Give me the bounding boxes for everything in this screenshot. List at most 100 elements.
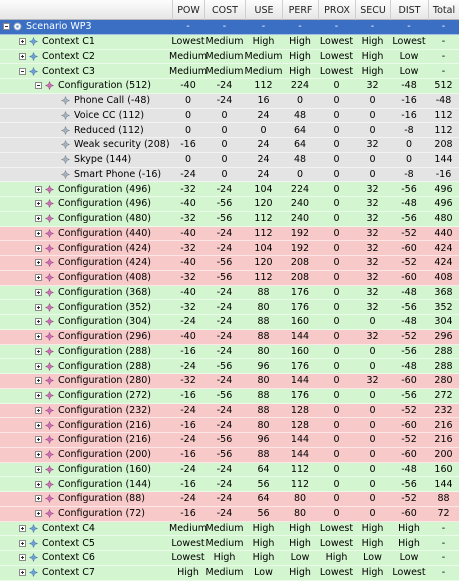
tree-row[interactable]: Configuration (368) -40 -24 88 176 0 32 -48 368: [0, 286, 459, 301]
tree-row[interactable]: Configuration (496) -32 -24 104 224 0 32 -56 496: [0, 182, 459, 197]
expand-plus-icon[interactable]: [35, 466, 42, 473]
tree-row[interactable]: Configuration (232) -24 -24 88 128 0 0 -52 232: [0, 404, 459, 419]
tree-row[interactable]: Scenario WP3 - - - - - - - -: [0, 20, 459, 35]
configuration-icon: [45, 258, 54, 267]
expand-plus-icon[interactable]: [35, 348, 42, 355]
header-cost[interactable]: COST: [204, 0, 245, 20]
expand-plus-icon[interactable]: [19, 569, 26, 576]
header-perf[interactable]: PERF: [282, 0, 318, 20]
tree-row[interactable]: Configuration (424) -40 -56 120 208 0 32 -52 424: [0, 256, 459, 271]
expand-plus-icon[interactable]: [35, 186, 42, 193]
cell-secu: High: [355, 35, 390, 49]
tree-row[interactable]: Configuration (288) -16 -24 80 160 0 0 -56 288: [0, 345, 459, 360]
tree-row[interactable]: Context C2 Medium Medium Medium High Lowest Hi…: [0, 50, 459, 65]
expand-plus-icon[interactable]: [19, 540, 26, 547]
tree-row[interactable]: Configuration (304) -24 -24 88 160 0 0 -48 304: [0, 315, 459, 330]
expand-plus-icon[interactable]: [35, 510, 42, 517]
cell-total: 112: [428, 109, 459, 123]
tree-row[interactable]: Configuration (408) -32 -56 112 208 0 32 -60 408: [0, 271, 459, 286]
cell-perf: 224: [282, 79, 318, 93]
expand-plus-icon[interactable]: [35, 259, 42, 266]
tree-row[interactable]: Configuration (480) -32 -56 112 240 0 32 -56 480: [0, 212, 459, 227]
collapse-minus-icon[interactable]: [3, 23, 10, 30]
cell-secu: 0: [355, 404, 390, 418]
collapse-minus-icon[interactable]: [19, 68, 26, 75]
expand-plus-icon[interactable]: [35, 495, 42, 502]
tree-row[interactable]: Configuration (424) -32 -24 104 192 0 32 -60 424: [0, 241, 459, 256]
expand-plus-icon[interactable]: [35, 274, 42, 281]
expand-plus-icon[interactable]: [35, 451, 42, 458]
context-icon: [29, 568, 38, 577]
cell-dist: -16: [390, 109, 428, 123]
cell-prox: 0: [318, 300, 355, 314]
tree-row[interactable]: Context C6 Lowest High High Low High Low Low -: [0, 551, 459, 566]
expand-plus-icon[interactable]: [35, 215, 42, 222]
expand-plus-icon[interactable]: [35, 363, 42, 370]
expand-plus-icon[interactable]: [19, 38, 26, 45]
tree-row[interactable]: Context C4 Medium Medium High High Lowest High…: [0, 522, 459, 537]
tree-row[interactable]: Context C1 Lowest Medium High High Lowest High…: [0, 35, 459, 50]
cell-total: -48: [428, 94, 459, 108]
header-dist[interactable]: DIST: [390, 0, 428, 20]
expand-plus-icon[interactable]: [35, 318, 42, 325]
cell-dist: -60: [390, 418, 428, 432]
tree-row[interactable]: Configuration (512) -40 -24 112 224 0 32 -48 512: [0, 79, 459, 94]
expand-plus-icon[interactable]: [35, 289, 42, 296]
tree-row[interactable]: Configuration (272) -16 -56 88 176 0 0 -56 272: [0, 389, 459, 404]
header-secu[interactable]: SECU: [355, 0, 390, 20]
cell-dist: -52: [390, 256, 428, 270]
cell-total: 216: [428, 418, 459, 432]
cell-total: 144: [428, 153, 459, 167]
tree-row[interactable]: Skype (144) 0 0 24 48 0 0 0 144: [0, 153, 459, 168]
tree-row[interactable]: Configuration (216) -16 -24 80 128 0 0 -60 216: [0, 418, 459, 433]
expand-plus-icon[interactable]: [35, 481, 42, 488]
expand-plus-icon[interactable]: [19, 554, 26, 561]
tree-row[interactable]: Configuration (144) -16 -24 56 112 0 0 -56 144: [0, 477, 459, 492]
tree-row[interactable]: Configuration (216) -24 -56 96 144 0 0 -52 216: [0, 433, 459, 448]
tree-row[interactable]: Context C7 High Medium Low High Lowest High Low…: [0, 566, 459, 581]
tree-row[interactable]: Configuration (296) -40 -24 88 144 0 32 -52 296: [0, 330, 459, 345]
header-pow[interactable]: POW: [172, 0, 204, 20]
cell-perf: 48: [282, 153, 318, 167]
tree-row[interactable]: Configuration (88) -24 -24 64 80 0 0 -52 88: [0, 492, 459, 507]
tree-row[interactable]: Weak security (208) -16 0 24 64 0 32 0 208: [0, 138, 459, 153]
expand-plus-icon[interactable]: [35, 407, 42, 414]
cell-total: 496: [428, 197, 459, 211]
collapse-minus-icon[interactable]: [35, 82, 42, 89]
tree-row[interactable]: Configuration (352) -32 -24 80 176 0 32 -56 352: [0, 300, 459, 315]
expand-plus-icon[interactable]: [35, 392, 42, 399]
expand-plus-icon[interactable]: [35, 333, 42, 340]
tree-row[interactable]: Configuration (280) -32 -24 80 144 0 32 -60 280: [0, 374, 459, 389]
header-name-column[interactable]: [0, 0, 172, 20]
tree-row[interactable]: Context C5 Lowest Medium High High Lowest High…: [0, 536, 459, 551]
header-prox[interactable]: PROX: [318, 0, 355, 20]
expand-plus-icon[interactable]: [35, 422, 42, 429]
tree-row[interactable]: Configuration (160) -24 -24 64 112 0 0 -48 160: [0, 463, 459, 478]
tree-row[interactable]: Configuration (288) -24 -56 96 176 0 0 -48 288: [0, 359, 459, 374]
header-use[interactable]: USE: [245, 0, 282, 20]
tree-row[interactable]: Configuration (72) -16 -24 56 80 0 0 -60 72: [0, 507, 459, 522]
tree-row[interactable]: Configuration (440) -40 -24 112 192 0 32 -52 440: [0, 227, 459, 242]
expand-plus-icon[interactable]: [35, 304, 42, 311]
tree-row[interactable]: Voice CC (112) 0 0 24 48 0 0 -16 112: [0, 109, 459, 124]
expand-plus-icon[interactable]: [19, 525, 26, 532]
cell-secu: High: [355, 64, 390, 78]
tree-row[interactable]: Context C3 Medium Medium Medium High Lowest Hi…: [0, 64, 459, 79]
tree-row[interactable]: Configuration (496) -40 -56 120 240 0 32 -48 496: [0, 197, 459, 212]
expand-plus-icon[interactable]: [35, 200, 42, 207]
expand-plus-icon[interactable]: [35, 436, 42, 443]
expand-plus-icon[interactable]: [19, 53, 26, 60]
tree-row[interactable]: Phone Call (-48) 0 -24 16 0 0 0 -16 -48: [0, 94, 459, 109]
expand-plus-icon[interactable]: [35, 245, 42, 252]
expand-plus-icon[interactable]: [35, 377, 42, 384]
cell-perf: 176: [282, 389, 318, 403]
header-total[interactable]: Total: [428, 0, 459, 20]
cell-prox: -: [318, 20, 355, 34]
tree-row[interactable]: Reduced (112) 0 0 0 64 0 0 -8 112: [0, 123, 459, 138]
expand-plus-icon[interactable]: [35, 230, 42, 237]
cell-dist: -52: [390, 227, 428, 241]
tree-row[interactable]: Configuration (200) -16 -56 88 144 0 0 -60 200: [0, 448, 459, 463]
tree-row[interactable]: Smart Phone (-16) -24 0 24 0 0 0 -8 -16: [0, 168, 459, 183]
cell-use: 88: [245, 315, 282, 329]
cell-use: 104: [245, 241, 282, 255]
